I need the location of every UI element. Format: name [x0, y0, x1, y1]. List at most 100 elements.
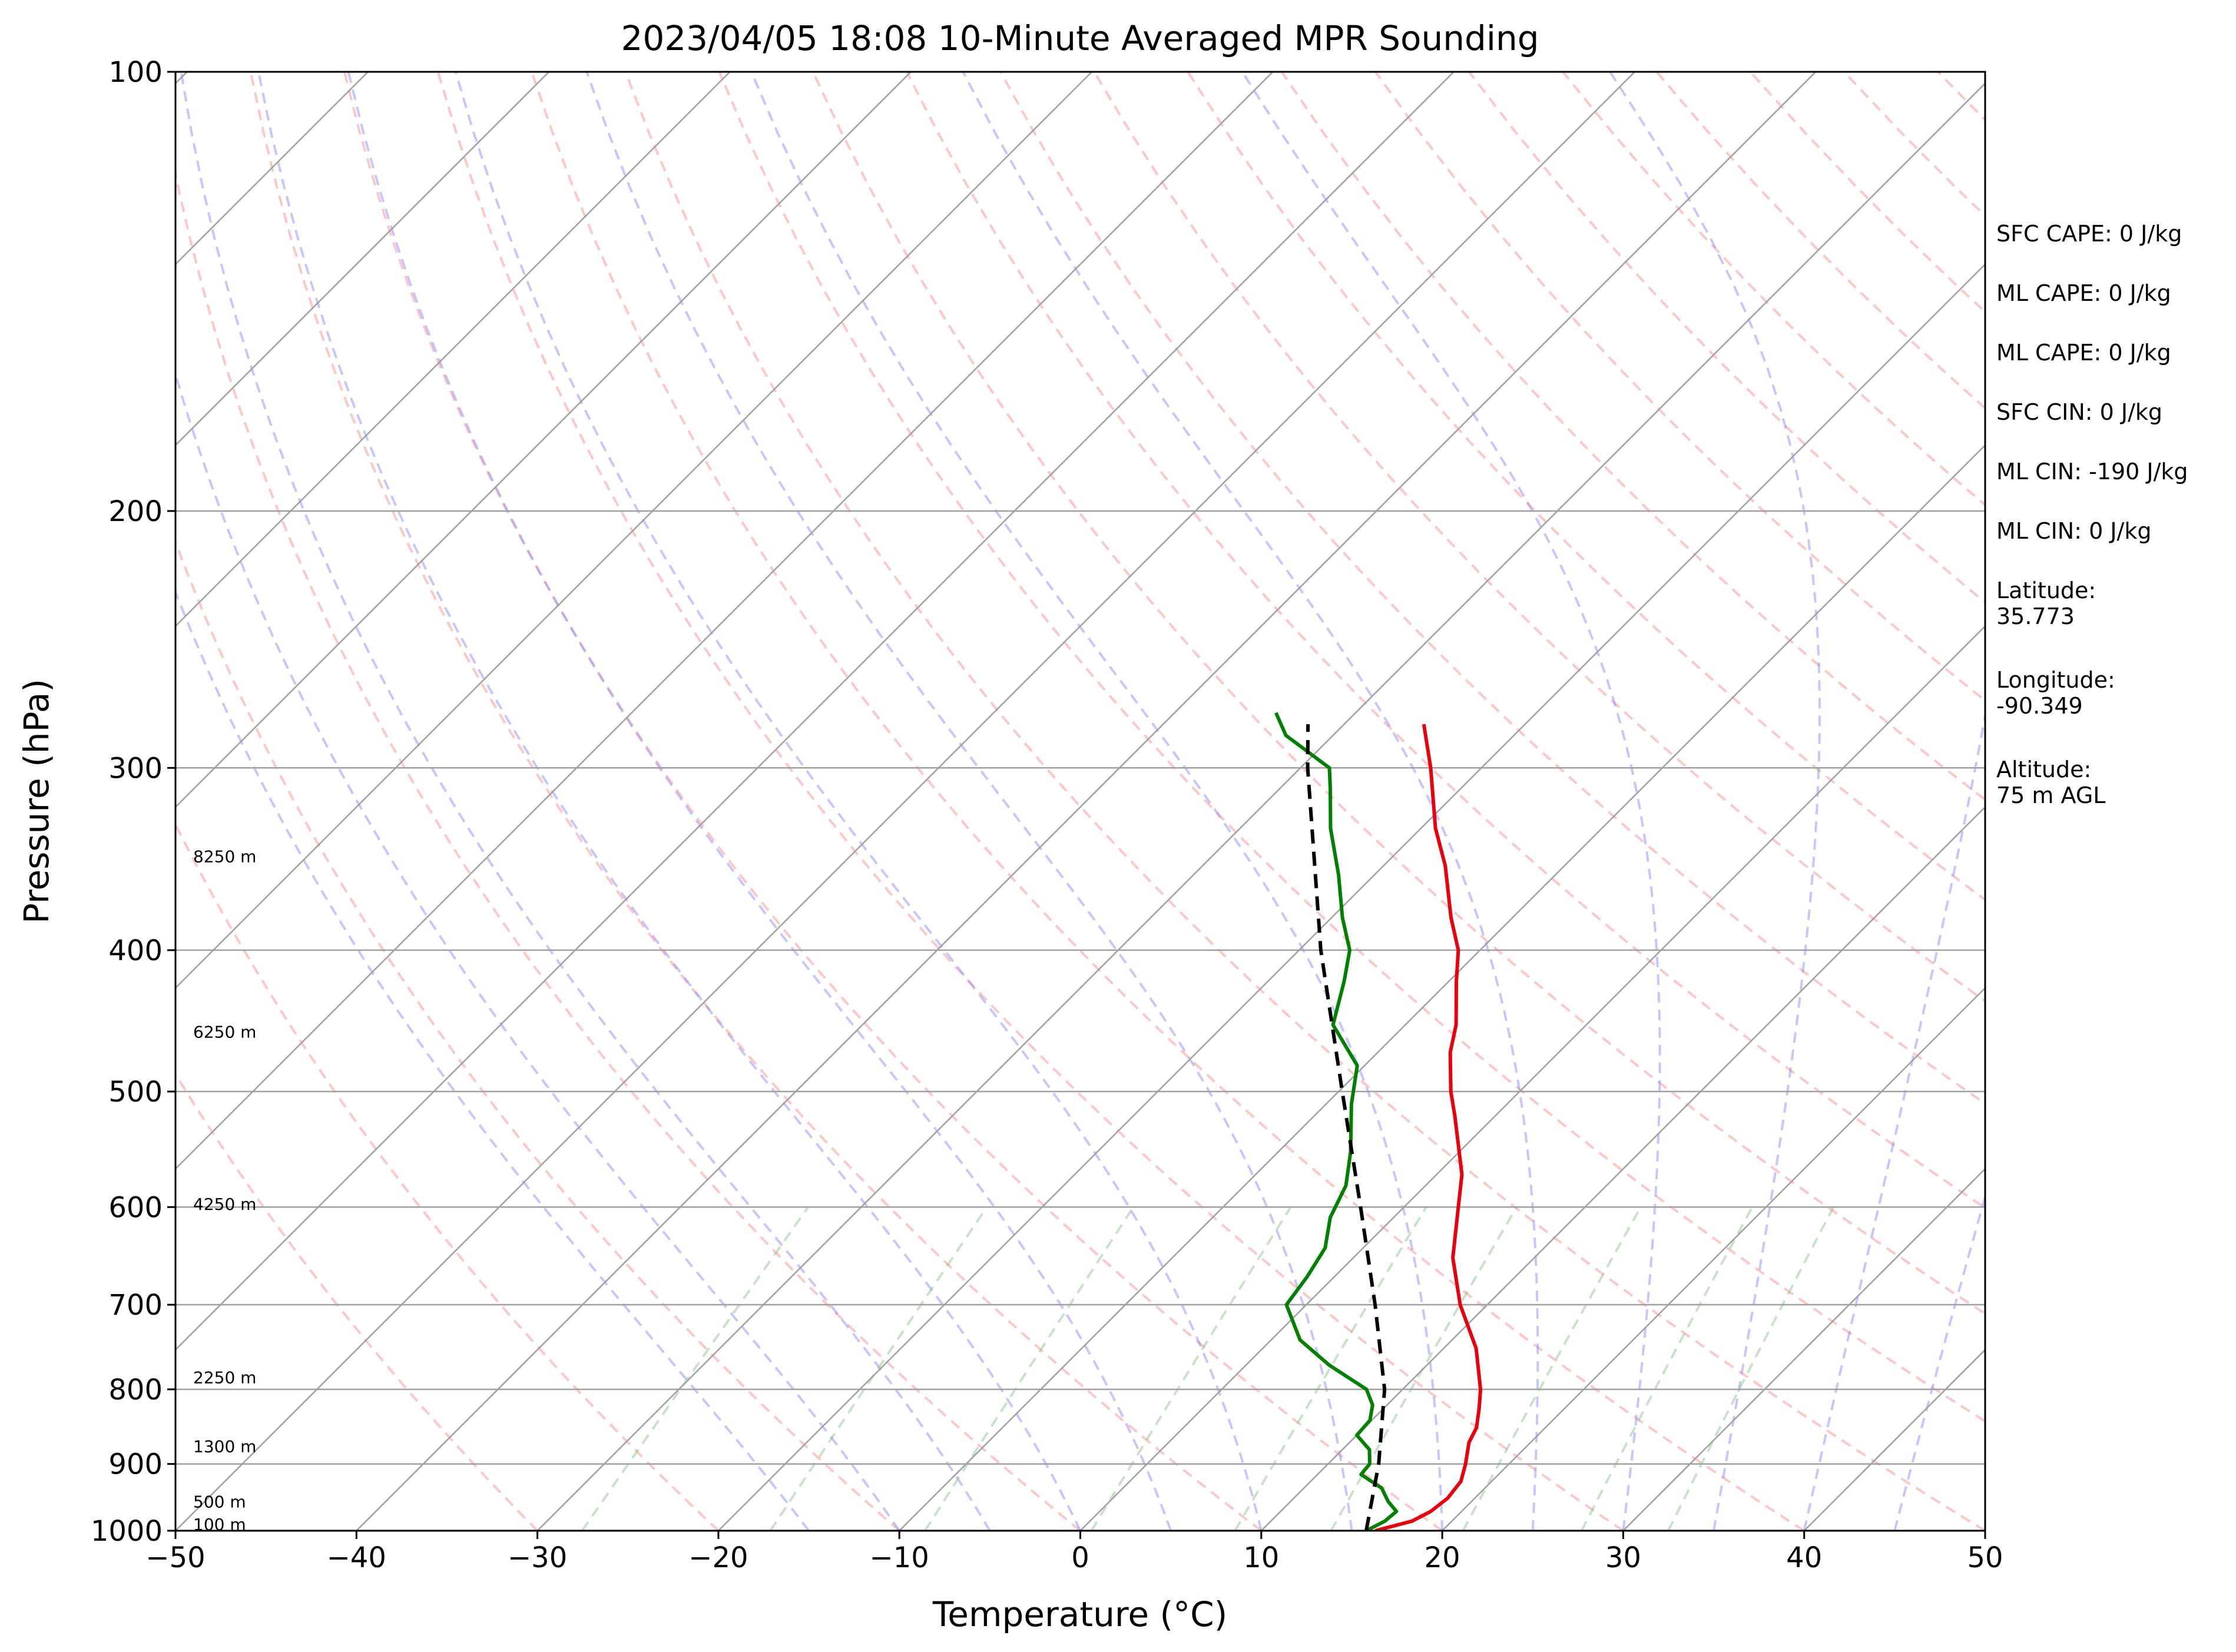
- stat-label: Altitude:: [1996, 757, 2091, 782]
- moist-adiabat: [347, 72, 1172, 1531]
- isotherm: [1079, 625, 1985, 1531]
- moist-adiabat: [962, 72, 1539, 1531]
- x-tick-label: −20: [688, 1541, 748, 1574]
- y-axis: 100 200 300 400 500 600 700 800 900 1000: [91, 56, 175, 1548]
- moist-adiabat: [180, 72, 991, 1531]
- stat-label: Longitude:: [1996, 667, 2115, 693]
- x-axis: −50 −40 −30 −20 −10 0 10 20 30 40 50: [145, 1531, 2003, 1574]
- y-tick-label: 800: [108, 1374, 163, 1406]
- stat-value: 75 m AGL: [1996, 782, 2105, 808]
- x-tick-label: −40: [327, 1541, 386, 1574]
- isotherm: [175, 72, 1274, 1170]
- stat-label: ML CIN: 0 J/kg: [1996, 518, 2151, 544]
- height-label: 8250 m: [193, 847, 256, 867]
- x-tick-label: −50: [145, 1541, 205, 1574]
- x-tick-label: 20: [1425, 1541, 1460, 1574]
- dry-adiabat: [175, 822, 720, 1531]
- stat-label: ML CIN: -190 J/kg: [1996, 459, 2188, 485]
- dry-adiabat: [811, 72, 1985, 1315]
- stat-label: Latitude:: [1996, 578, 2096, 603]
- moist-adiabat: [454, 72, 1263, 1531]
- height-label: 1300 m: [193, 1437, 256, 1456]
- stat-label: SFC CAPE: 0 J/kg: [1996, 221, 2182, 247]
- height-label: 6250 m: [193, 1023, 256, 1042]
- moist-adiabat: [1803, 709, 1985, 1531]
- isotherm: [175, 72, 550, 446]
- dry-adiabat: [1280, 72, 1985, 801]
- height-label: 100 m: [193, 1515, 246, 1534]
- moist-adiabat: [1893, 1193, 1985, 1531]
- dry-adiabat: [343, 72, 1443, 1531]
- temperature-line: [1374, 724, 1483, 1531]
- isotherm: [1442, 987, 1985, 1531]
- x-tick-label: 30: [1605, 1541, 1641, 1574]
- dry-adiabat: [624, 72, 1985, 1531]
- y-tick-label: 700: [108, 1289, 163, 1322]
- sounding-stats: SFC CAPE: 0 J/kg ML CAPE: 0 J/kg ML CAPE: …: [1996, 221, 2188, 808]
- parcel-line: [1306, 724, 1387, 1531]
- data-lines: [1274, 712, 1483, 1531]
- y-tick-label: 500: [108, 1076, 163, 1109]
- y-tick-label: 200: [108, 495, 163, 528]
- chart-title: 2023/04/05 18:08 10-Minute Averaged MPR …: [621, 18, 1539, 58]
- y-axis-title: Pressure (hPa): [16, 679, 57, 924]
- isotherm: [175, 72, 1092, 989]
- height-label: 4250 m: [193, 1195, 256, 1214]
- mixing-ratio-line: [1090, 1206, 1292, 1531]
- plot-frame: [174, 71, 1986, 1532]
- isotherm: [899, 444, 1985, 1531]
- isotherm: [175, 72, 1635, 1531]
- stat-label: ML CAPE: 0 J/kg: [1996, 280, 2171, 306]
- background-lines: [0, 72, 2236, 1531]
- mixing-ratio-line: [1667, 1206, 1835, 1531]
- stat-label: ML CAPE: 0 J/kg: [1996, 340, 2171, 366]
- isotherm: [356, 72, 1817, 1531]
- y-tick-label: 400: [108, 934, 163, 967]
- dry-adiabat: [175, 1072, 539, 1531]
- isotherm: [536, 82, 1985, 1531]
- isotherm: [175, 72, 1455, 1351]
- y-tick-label: 300: [108, 752, 163, 785]
- dry-adiabat: [1093, 72, 1985, 1003]
- moist-adiabat: [175, 370, 900, 1531]
- mixing-ratio-line: [581, 1206, 809, 1531]
- moist-adiabat: [1609, 72, 1821, 1531]
- moist-adiabat: [750, 72, 1444, 1531]
- stat-label: SFC CIN: 0 J/kg: [1996, 399, 2162, 425]
- isotherm: [718, 263, 1985, 1531]
- dry-adiabat: [1187, 72, 1985, 901]
- moist-adiabat: [257, 72, 1082, 1531]
- x-tick-label: −30: [508, 1541, 567, 1574]
- stat-value: 35.773: [1996, 603, 2075, 629]
- moist-adiabat: [175, 589, 810, 1531]
- isotherm: [175, 72, 731, 628]
- height-label: 2250 m: [193, 1368, 256, 1387]
- y-tick-label: 600: [108, 1191, 163, 1224]
- x-axis-title: Temperature (°C): [932, 1594, 1228, 1634]
- dry-adiabat: [1374, 72, 1985, 702]
- dry-adiabat: [175, 539, 900, 1531]
- isotherm: [175, 72, 912, 808]
- isotherm: [2166, 72, 2236, 1531]
- x-tick-label: 50: [1967, 1541, 2003, 1574]
- moist-adiabat: [585, 72, 1353, 1531]
- dry-adiabat: [531, 72, 1805, 1531]
- dry-adiabat: [175, 168, 1081, 1531]
- mixing-ratio-line: [1462, 1206, 1642, 1531]
- x-tick-label: 0: [1071, 1541, 1089, 1574]
- x-tick-label: 10: [1243, 1541, 1279, 1574]
- y-tick-label: 900: [108, 1448, 163, 1481]
- height-label: 500 m: [193, 1492, 246, 1511]
- y-tick-label: 1000: [91, 1515, 163, 1548]
- dewpoint-line: [1274, 712, 1399, 1531]
- mixing-ratio-line: [1234, 1206, 1427, 1531]
- dry-adiabat: [905, 72, 1985, 1210]
- x-tick-label: 40: [1786, 1541, 1822, 1574]
- y-tick-label: 100: [108, 56, 163, 89]
- isotherm: [1622, 1167, 1985, 1531]
- mixing-ratio-line: [769, 1206, 988, 1531]
- stat-value: -90.349: [1996, 693, 2083, 719]
- dry-adiabat: [249, 72, 1263, 1531]
- isotherm: [0, 72, 6, 1531]
